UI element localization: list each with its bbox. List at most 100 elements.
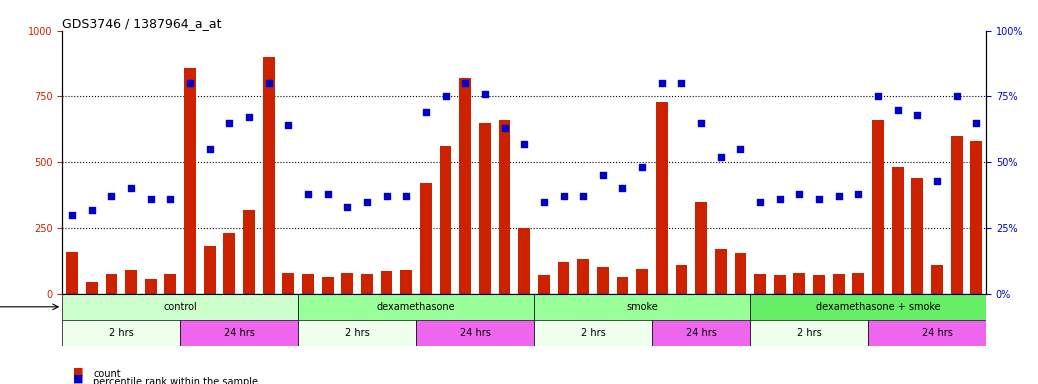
Bar: [931, 265, 943, 294]
Text: 24 hrs: 24 hrs: [686, 328, 716, 338]
Bar: [892, 167, 903, 294]
Bar: [164, 274, 176, 294]
Point: [595, 172, 611, 179]
Bar: [872, 120, 884, 294]
Bar: [597, 267, 608, 294]
Point: [575, 193, 592, 199]
Bar: [676, 265, 687, 294]
Point: [791, 191, 808, 197]
Point: [850, 191, 867, 197]
Point: [673, 80, 689, 86]
Point: [870, 93, 886, 99]
Bar: [243, 210, 255, 294]
Text: 24 hrs: 24 hrs: [922, 328, 953, 338]
Point: [162, 196, 179, 202]
Bar: [145, 279, 157, 294]
Point: [516, 141, 532, 147]
Bar: [577, 260, 589, 294]
Bar: [263, 57, 275, 294]
Bar: [66, 252, 78, 294]
Text: 2 hrs: 2 hrs: [797, 328, 821, 338]
Point: [221, 120, 238, 126]
Bar: [361, 274, 373, 294]
Point: [654, 80, 671, 86]
Text: ■: ■: [73, 366, 83, 376]
Bar: [460, 78, 471, 294]
Point: [417, 109, 434, 115]
Bar: [852, 273, 865, 294]
Bar: [868, 320, 1006, 346]
Point: [830, 193, 847, 199]
Bar: [298, 320, 416, 346]
Bar: [126, 270, 137, 294]
Bar: [951, 136, 962, 294]
Point: [320, 191, 336, 197]
Bar: [203, 247, 216, 294]
Text: smoke: smoke: [626, 302, 658, 312]
Bar: [652, 320, 750, 346]
Point: [732, 146, 748, 152]
Bar: [416, 320, 534, 346]
Bar: [62, 320, 181, 346]
Point: [712, 154, 729, 160]
Bar: [636, 269, 648, 294]
Point: [339, 204, 356, 210]
Bar: [695, 202, 707, 294]
Point: [771, 196, 788, 202]
Bar: [538, 275, 550, 294]
Text: dexamethasone + smoke: dexamethasone + smoke: [816, 302, 940, 312]
Point: [555, 193, 572, 199]
Bar: [298, 294, 534, 320]
Bar: [498, 120, 511, 294]
Bar: [401, 270, 412, 294]
Bar: [518, 228, 530, 294]
Point: [476, 91, 493, 97]
Bar: [86, 282, 98, 294]
Point: [457, 80, 473, 86]
Point: [142, 196, 159, 202]
Point: [398, 193, 414, 199]
Bar: [381, 271, 392, 294]
Text: dexamethasone: dexamethasone: [377, 302, 456, 312]
Bar: [750, 320, 868, 346]
Bar: [911, 178, 923, 294]
Point: [241, 114, 257, 121]
Point: [437, 93, 454, 99]
Point: [496, 125, 513, 131]
Bar: [715, 249, 727, 294]
Text: percentile rank within the sample: percentile rank within the sample: [93, 377, 258, 384]
Point: [359, 199, 376, 205]
Bar: [479, 123, 491, 294]
Bar: [282, 273, 294, 294]
Text: 2 hrs: 2 hrs: [345, 328, 370, 338]
Point: [300, 191, 317, 197]
Point: [949, 93, 965, 99]
Point: [122, 185, 139, 192]
Text: 2 hrs: 2 hrs: [580, 328, 605, 338]
Text: 24 hrs: 24 hrs: [460, 328, 491, 338]
Bar: [440, 146, 452, 294]
Text: control: control: [163, 302, 197, 312]
Point: [968, 120, 985, 126]
Point: [63, 212, 80, 218]
Point: [909, 112, 926, 118]
Bar: [184, 68, 196, 294]
Point: [201, 146, 218, 152]
Bar: [793, 273, 805, 294]
Bar: [832, 274, 845, 294]
Point: [83, 207, 100, 213]
Point: [614, 185, 631, 192]
Point: [103, 193, 119, 199]
Point: [692, 120, 709, 126]
Bar: [534, 294, 750, 320]
Bar: [302, 274, 313, 294]
Point: [634, 164, 651, 170]
Point: [811, 196, 827, 202]
Point: [536, 199, 552, 205]
Bar: [750, 294, 1006, 320]
Bar: [322, 276, 333, 294]
Point: [890, 106, 906, 113]
Point: [261, 80, 277, 86]
Bar: [755, 274, 766, 294]
Bar: [813, 275, 825, 294]
